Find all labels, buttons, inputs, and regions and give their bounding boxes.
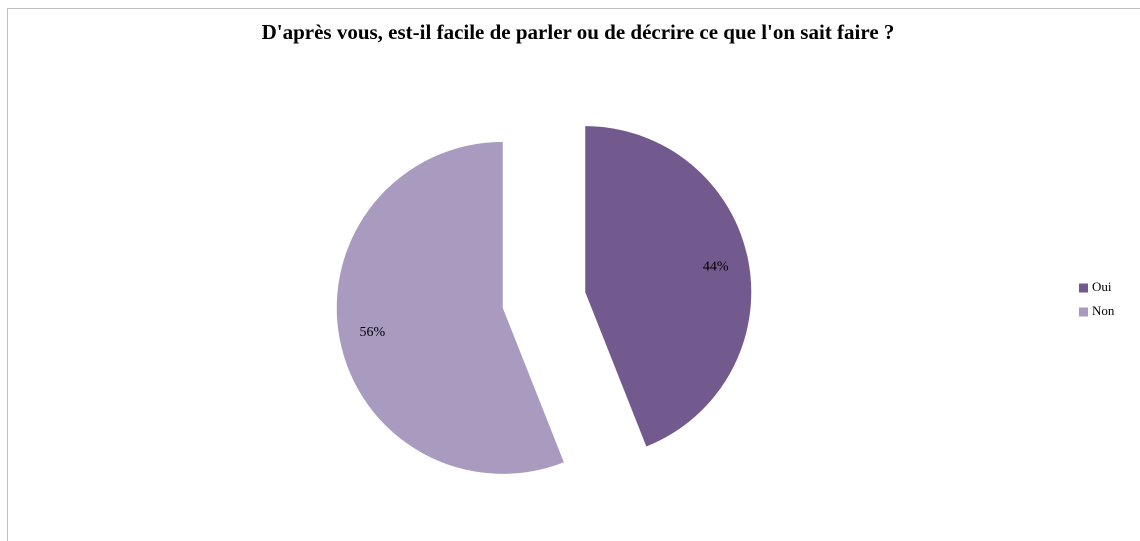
- pie-slice: [585, 126, 752, 447]
- legend-swatch: [1079, 283, 1088, 293]
- legend-label: Non: [1092, 303, 1115, 318]
- chart-title: D'après vous, est-il facile de parler ou…: [262, 20, 895, 44]
- legend-label: Oui: [1092, 279, 1112, 294]
- chart-frame: [7, 8, 1140, 541]
- data-label: 56%: [359, 325, 385, 340]
- legend-swatch: [1079, 307, 1088, 317]
- data-label: 44%: [703, 259, 729, 274]
- pie-slice: [336, 141, 564, 474]
